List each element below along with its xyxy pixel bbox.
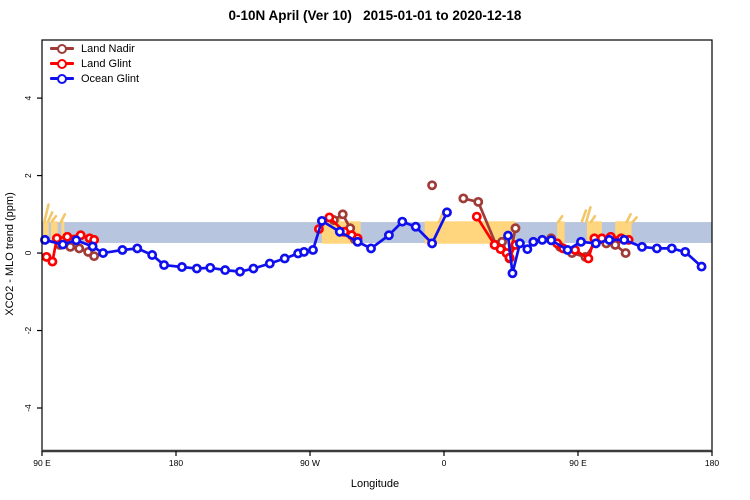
svg-text:0: 0 xyxy=(23,250,33,255)
x-axis-label: Longitude xyxy=(350,478,400,490)
svg-text:-4: -4 xyxy=(23,404,33,412)
svg-text:-2: -2 xyxy=(23,326,33,334)
legend-label: Ocean Glint xyxy=(81,72,140,85)
svg-text:90 E: 90 E xyxy=(569,458,587,468)
svg-text:90 E: 90 E xyxy=(33,458,51,468)
legend: Land Nadir Land Glint Ocean Glint xyxy=(50,42,139,85)
svg-text:2: 2 xyxy=(23,173,33,178)
svg-text:4: 4 xyxy=(23,95,33,100)
svg-text:180: 180 xyxy=(169,458,183,468)
series-ocean-glint xyxy=(40,207,707,279)
legend-item-land-glint: Land Glint xyxy=(50,57,139,70)
chart-title: 0-10N April (Ver 10) 2015-01-01 to 2020-… xyxy=(228,8,522,23)
land-glint-marker-icon xyxy=(50,58,74,70)
ocean-glint-marker-icon xyxy=(50,73,74,85)
axes: 90 E 180 90 W 0 90 E 180 -4 -2 0 2 4 xyxy=(23,39,719,468)
land-nadir-marker-icon xyxy=(50,43,74,55)
svg-text:0: 0 xyxy=(442,458,447,468)
svg-text:180: 180 xyxy=(705,458,719,468)
svg-text:90 W: 90 W xyxy=(300,458,320,468)
legend-label: Land Glint xyxy=(81,57,132,70)
legend-item-land-nadir: Land Nadir xyxy=(50,42,139,55)
legend-label: Land Nadir xyxy=(81,42,135,55)
legend-item-ocean-glint: Ocean Glint xyxy=(50,72,139,85)
